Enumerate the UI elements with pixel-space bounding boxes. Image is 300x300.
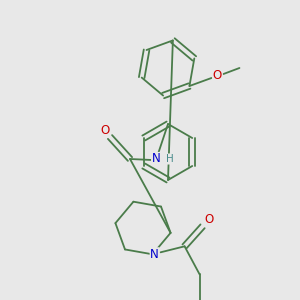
Text: O: O bbox=[100, 124, 109, 136]
Text: N: N bbox=[150, 248, 159, 261]
Text: O: O bbox=[213, 70, 222, 83]
Text: N: N bbox=[152, 152, 160, 166]
Text: O: O bbox=[204, 213, 213, 226]
Text: H: H bbox=[166, 154, 174, 164]
